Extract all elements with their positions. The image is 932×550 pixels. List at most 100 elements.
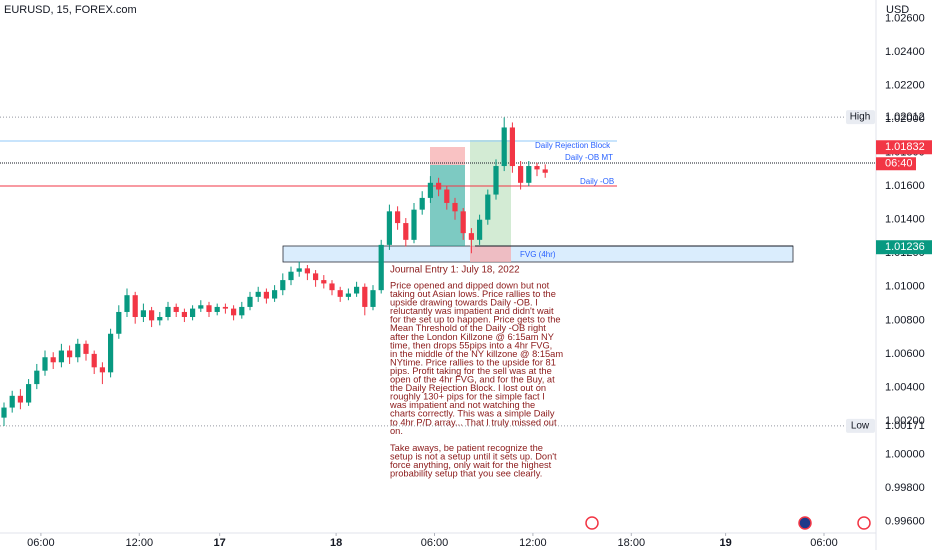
candle-body bbox=[296, 268, 302, 272]
candle-body bbox=[247, 296, 253, 307]
candle-body bbox=[17, 395, 23, 403]
candle-body bbox=[1, 407, 7, 418]
y-tick-label: 1.00600 bbox=[885, 348, 925, 360]
y-tick-label: 1.00000 bbox=[885, 448, 925, 460]
candle-body bbox=[427, 182, 433, 198]
journal-line: reluctantly was impatient and didn't wai… bbox=[390, 306, 554, 316]
journal-line: setup is not a setup until it sets up. D… bbox=[390, 451, 557, 461]
y-tick-label: 1.00800 bbox=[885, 314, 925, 326]
price-badge: 1.01832 bbox=[885, 141, 925, 153]
x-tick-label: 06:00 bbox=[421, 537, 449, 549]
candle-body bbox=[231, 308, 237, 316]
candle-body bbox=[493, 166, 499, 195]
candle-body bbox=[280, 280, 286, 291]
badge-name-box bbox=[846, 110, 875, 125]
candle-body bbox=[460, 211, 466, 234]
journal-line: roughly 130+ pips for the simple fact I bbox=[390, 392, 545, 402]
currency-label: USD bbox=[886, 4, 909, 16]
candle-body bbox=[83, 343, 89, 354]
candle-body bbox=[58, 350, 64, 363]
x-tick-label: 19 bbox=[719, 537, 731, 549]
candle-body bbox=[386, 211, 392, 245]
annotation: Daily Rejection Block bbox=[535, 141, 611, 150]
candle-body bbox=[149, 310, 155, 321]
y-tick-label: 1.02600 bbox=[885, 12, 925, 24]
journal-line: after the London Killzone @ 6:15am NY bbox=[390, 332, 554, 342]
candle-body bbox=[140, 310, 146, 317]
event-icons bbox=[585, 516, 871, 530]
candle-body bbox=[526, 166, 532, 183]
journal-line: time, then drops 55pips into a 4hr FVG, bbox=[390, 340, 552, 350]
journal-line: Take aways, be patient recognize the bbox=[390, 443, 543, 453]
sell-target-zone bbox=[430, 165, 465, 246]
candle-body bbox=[337, 290, 343, 297]
y-tick-label: 0.99800 bbox=[885, 482, 925, 494]
candle-body bbox=[124, 295, 130, 312]
candle-body bbox=[99, 367, 105, 373]
candle-body bbox=[288, 271, 294, 281]
candle-body bbox=[345, 293, 351, 297]
candle-body bbox=[108, 333, 114, 373]
candle-body bbox=[378, 244, 384, 291]
candle-body bbox=[34, 370, 40, 385]
candle-body bbox=[157, 316, 163, 321]
sell-stop-zone bbox=[430, 147, 465, 165]
y-tick-label: 1.02000 bbox=[885, 113, 925, 125]
candle-body bbox=[304, 268, 310, 274]
journal-line: for the set up to happen. Price gets to … bbox=[390, 315, 561, 325]
price-badge: 1.02012 bbox=[885, 111, 925, 123]
candle-body bbox=[26, 384, 32, 403]
x-tick-label: 17 bbox=[214, 537, 226, 549]
badge-name: High bbox=[850, 112, 871, 123]
annotation: Daily -OB MT bbox=[565, 153, 613, 162]
candle-body bbox=[75, 343, 81, 358]
candle-body bbox=[403, 223, 409, 240]
candle-body bbox=[116, 311, 122, 334]
candle-body bbox=[42, 357, 48, 371]
candle-body bbox=[509, 127, 515, 167]
candles bbox=[1, 117, 548, 427]
candle-body bbox=[485, 194, 491, 220]
candle-body bbox=[214, 306, 220, 312]
candle-body bbox=[501, 127, 507, 167]
journal-line: open of the 4hr FVG, and for the Buy, at bbox=[390, 375, 555, 385]
candle-body bbox=[518, 166, 524, 183]
y-tick-label: 0.99600 bbox=[885, 516, 925, 528]
chart-title: EURUSD, 15, FOREX.com bbox=[4, 4, 137, 16]
price-badge: 1.00171 bbox=[885, 420, 925, 432]
journal-line: pips. Profit taking for the sell was at … bbox=[390, 366, 552, 376]
journal-line: the Daily Rejection Block. I lost out on bbox=[390, 383, 546, 393]
journal-line: to 4hr P/D array... That I truly missed … bbox=[390, 417, 557, 427]
journal-line: probability setup that you see clearly. bbox=[390, 469, 542, 479]
candle-body bbox=[91, 353, 97, 368]
candle-body bbox=[222, 306, 228, 309]
price-badge-box bbox=[876, 140, 932, 155]
price-badge-box bbox=[876, 240, 932, 255]
candle-body bbox=[9, 395, 15, 408]
candle-body bbox=[436, 182, 442, 190]
candle-body bbox=[50, 357, 56, 363]
journal-line: Mean Threshold of the Daily -OB right bbox=[390, 323, 546, 333]
y-tick-label: 1.00400 bbox=[885, 381, 925, 393]
candle-body bbox=[132, 295, 138, 317]
journal-title: Journal Entry 1: July 18, 2022 bbox=[390, 265, 520, 276]
candle-body bbox=[329, 283, 335, 291]
event-flag bbox=[798, 516, 812, 530]
candle-body bbox=[313, 273, 319, 281]
candle-body bbox=[477, 219, 483, 240]
badge-name-box bbox=[846, 418, 875, 433]
badge-name: Low bbox=[851, 420, 870, 431]
y-tick-label: 1.01000 bbox=[885, 281, 925, 293]
candle-body bbox=[354, 286, 360, 294]
x-tick-label: 18:00 bbox=[618, 537, 646, 549]
candle-body bbox=[542, 169, 548, 173]
candle-body bbox=[370, 290, 376, 307]
event-flag bbox=[585, 516, 599, 530]
countdown: 06:40 bbox=[885, 158, 913, 170]
x-tick-label: 12:00 bbox=[126, 537, 154, 549]
candle-body bbox=[263, 291, 269, 299]
journal-line: taking out Asian lows. Price rallies to … bbox=[390, 289, 556, 299]
candle-body bbox=[321, 280, 327, 284]
journal-line: upside drawing towards Daily -OB. I bbox=[390, 298, 538, 308]
journal-line: was impatient and not watching the bbox=[389, 400, 535, 410]
